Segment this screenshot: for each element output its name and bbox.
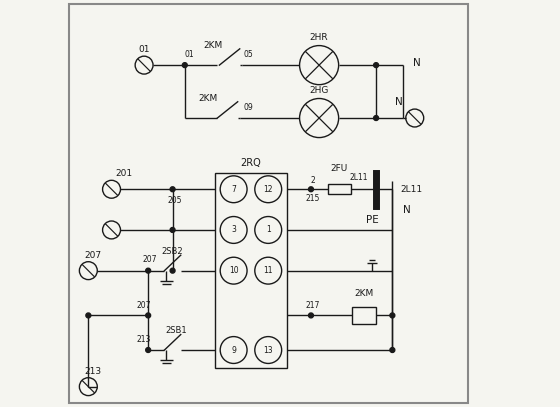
Text: 2KM: 2KM xyxy=(199,94,218,103)
Text: PE: PE xyxy=(366,215,379,225)
Text: 2HG: 2HG xyxy=(310,86,329,95)
Circle shape xyxy=(146,268,151,273)
Circle shape xyxy=(170,187,175,192)
Text: 2L11: 2L11 xyxy=(400,185,423,194)
Text: 205: 205 xyxy=(167,196,182,205)
Text: 207: 207 xyxy=(137,301,151,310)
Text: 05: 05 xyxy=(243,50,253,59)
Text: 2SB2: 2SB2 xyxy=(162,247,183,256)
Text: 2SB1: 2SB1 xyxy=(166,326,188,335)
Text: 01: 01 xyxy=(184,50,194,59)
Text: 7: 7 xyxy=(231,185,236,194)
Text: 2RQ: 2RQ xyxy=(241,158,262,168)
Text: 215: 215 xyxy=(306,194,320,203)
Circle shape xyxy=(309,313,314,318)
Text: 2FU: 2FU xyxy=(331,164,348,173)
Text: 2KM: 2KM xyxy=(354,289,374,298)
Text: 10: 10 xyxy=(229,266,239,275)
Text: 3: 3 xyxy=(231,225,236,234)
Text: 201: 201 xyxy=(115,169,133,178)
Circle shape xyxy=(374,63,379,68)
Circle shape xyxy=(146,313,151,318)
Text: 207: 207 xyxy=(143,255,157,264)
Bar xyxy=(352,307,376,324)
Circle shape xyxy=(146,348,151,352)
Text: 9: 9 xyxy=(231,346,236,354)
Text: 01: 01 xyxy=(138,45,150,54)
Text: 213: 213 xyxy=(84,367,101,376)
Circle shape xyxy=(390,313,395,318)
Text: 207: 207 xyxy=(84,251,101,260)
Text: 09: 09 xyxy=(243,103,253,112)
Text: N: N xyxy=(413,58,421,68)
Circle shape xyxy=(170,228,175,232)
Text: 11: 11 xyxy=(263,266,273,275)
Text: 213: 213 xyxy=(137,335,151,344)
Text: 2: 2 xyxy=(311,176,315,185)
Circle shape xyxy=(86,313,91,318)
Circle shape xyxy=(374,116,379,120)
Bar xyxy=(328,184,351,194)
Text: N: N xyxy=(395,97,402,107)
Text: 1: 1 xyxy=(266,225,270,234)
Circle shape xyxy=(390,348,395,352)
Circle shape xyxy=(183,63,187,68)
Text: 217: 217 xyxy=(306,301,320,310)
Circle shape xyxy=(170,268,175,273)
Text: 13: 13 xyxy=(263,346,273,354)
Bar xyxy=(215,173,287,368)
Text: 2L11: 2L11 xyxy=(349,173,368,182)
Text: 2KM: 2KM xyxy=(204,41,223,50)
Circle shape xyxy=(309,187,314,192)
Text: 2HR: 2HR xyxy=(310,33,328,42)
Text: N: N xyxy=(403,205,410,214)
Text: 12: 12 xyxy=(263,185,273,194)
